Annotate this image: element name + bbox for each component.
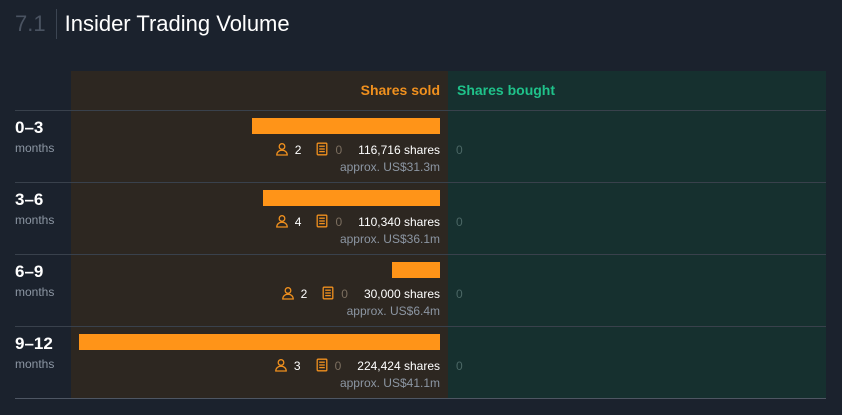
shares-sold-bar [392,262,440,278]
shares-sold-value: 30,000 shares [363,287,440,301]
row-stats: 2 0 116,716 shares [275,142,440,158]
transaction-count: 0 [335,143,343,157]
period-range: 0–3 [15,118,44,137]
calculator-icon [315,142,329,159]
section-title: Insider Trading Volume [64,11,290,36]
shares-bought-value: 0 [456,215,463,229]
column-header-sold: Shares sold [360,82,440,98]
row-divider [15,182,826,183]
table-row: 9–12 months 3 0 224,424 shares approx. US$41.… [0,326,842,398]
row-divider [15,326,826,327]
shares-sold-bar [79,334,440,350]
approx-value: approx. US$6.4m [346,304,440,318]
period-unit: months [15,285,55,299]
insider-count: 2 [294,143,302,157]
transaction-count: 0 [334,359,342,373]
approx-value: approx. US$31.3m [339,160,440,174]
section-divider [55,9,57,39]
shares-sold-bar [263,190,440,206]
table-row: 3–6 months 4 0 110,340 shares approx. US$36.1… [0,182,842,254]
insider-count: 3 [293,359,301,373]
insider-count: 2 [300,287,308,301]
table-row: 0–3 months 2 0 116,716 shares approx. US$31.3… [0,110,842,182]
period-range: 6–9 [15,262,44,281]
person-icon [275,214,289,231]
calculator-icon [315,358,329,375]
shares-bought-value: 0 [456,359,463,373]
period-unit: months [15,213,55,227]
shares-bought-value: 0 [456,143,463,157]
person-icon [281,286,295,303]
shares-sold-bar [252,118,440,134]
row-divider [15,110,826,111]
person-icon [274,358,288,375]
shares-sold-value: 110,340 shares [358,215,440,229]
calculator-icon [321,286,335,303]
column-header-bought: Shares bought [457,82,556,98]
period-unit: months [15,357,55,371]
approx-value: approx. US$36.1m [339,232,440,246]
row-stats: 2 0 30,000 shares [281,286,440,302]
shares-sold-value: 224,424 shares [357,359,440,373]
transaction-count: 0 [341,287,348,301]
person-icon [275,142,289,159]
section-number: 7.1 [15,11,46,36]
approx-value: approx. US$41.1m [339,376,440,390]
row-stats: 4 0 110,340 shares [275,214,440,230]
table-row: 6–9 months 2 0 30,000 shares approx. US$6.4m 0 [0,254,842,326]
period-unit: months [15,141,55,155]
bought-column-background [448,71,826,398]
period-range: 9–12 [15,334,53,353]
shares-bought-value: 0 [456,287,463,301]
period-range: 3–6 [15,190,44,209]
row-stats: 3 0 224,424 shares [274,358,440,374]
calculator-icon [315,214,329,231]
transaction-count: 0 [335,215,343,229]
table-bottom-border [15,398,826,399]
insider-count: 4 [294,215,302,229]
section-header: 7.1 Insider Trading Volume [15,8,290,40]
row-divider [15,254,826,255]
shares-sold-value: 116,716 shares [358,143,440,157]
